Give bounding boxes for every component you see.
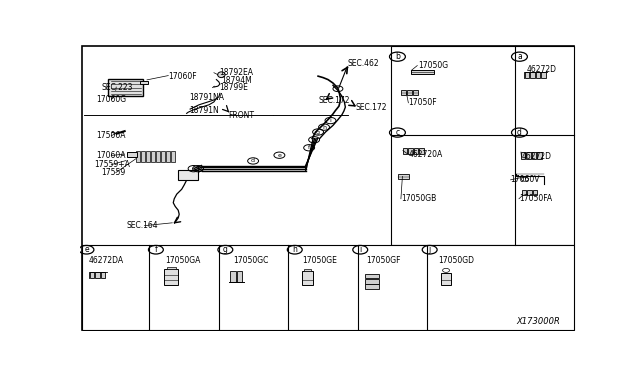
Bar [178, 170, 198, 180]
Text: f: f [154, 245, 157, 254]
Bar [538, 153, 542, 158]
Bar [412, 70, 434, 74]
Text: c: c [396, 128, 399, 137]
Text: 17050GA: 17050GA [165, 256, 201, 265]
Bar [536, 72, 540, 78]
Bar [522, 190, 527, 195]
Text: X173000R: X173000R [516, 317, 560, 326]
Text: 17050G: 17050G [419, 61, 449, 70]
Bar [83, 245, 573, 330]
Bar [90, 272, 94, 278]
Bar [399, 174, 410, 179]
Text: 17060F: 17060F [168, 72, 197, 81]
Text: 17060G: 17060G [97, 95, 127, 104]
Text: 17506A: 17506A [97, 131, 126, 140]
Text: f: f [308, 145, 310, 150]
Text: 18791N: 18791N [189, 106, 219, 115]
Text: 17559+A: 17559+A [94, 160, 130, 169]
Text: 17060V: 17060V [511, 175, 540, 185]
FancyBboxPatch shape [108, 79, 143, 96]
Bar [403, 148, 408, 154]
Text: i: i [330, 118, 332, 123]
Text: 17050FA: 17050FA [519, 194, 552, 203]
Text: d: d [251, 158, 255, 163]
Text: 17050GC: 17050GC [233, 256, 268, 265]
Bar [408, 148, 413, 154]
Text: i: i [359, 245, 362, 254]
Bar [141, 151, 145, 162]
Text: 18791NA: 18791NA [189, 93, 224, 102]
Bar [527, 153, 531, 158]
Text: 17050F: 17050F [408, 98, 437, 107]
Text: SEC.172: SEC.172 [356, 103, 387, 112]
Bar [414, 148, 419, 154]
Ellipse shape [218, 72, 225, 78]
Text: 18792EA: 18792EA [219, 68, 253, 77]
Text: a: a [517, 52, 522, 61]
Bar [541, 72, 546, 78]
Bar [164, 269, 178, 285]
Text: j: j [429, 245, 431, 254]
Bar [525, 72, 529, 78]
Bar [521, 153, 525, 158]
Bar [408, 90, 412, 95]
Text: h: h [322, 125, 326, 129]
Bar [156, 151, 160, 162]
Text: h: h [292, 245, 297, 254]
Bar [365, 284, 379, 289]
Bar [167, 267, 176, 269]
Text: e: e [278, 153, 282, 158]
Text: SEC.462: SEC.462 [348, 59, 380, 68]
Text: e: e [84, 245, 89, 254]
Text: SEC.223: SEC.223 [101, 83, 133, 92]
Bar [101, 272, 106, 278]
Bar [166, 151, 170, 162]
Text: 17050GF: 17050GF [367, 256, 401, 265]
Text: 17060A: 17060A [97, 151, 126, 160]
Text: FRONT: FRONT [228, 111, 254, 120]
Bar [146, 151, 150, 162]
Bar [391, 46, 573, 245]
Bar [237, 271, 242, 282]
Text: g: g [223, 245, 228, 254]
Bar [302, 271, 313, 285]
Text: 17050GD: 17050GD [438, 256, 475, 265]
Text: SEC.172: SEC.172 [318, 96, 349, 105]
Bar [419, 148, 424, 154]
Text: SEC.164: SEC.164 [126, 221, 157, 230]
Text: 46272DA: 46272DA [88, 256, 124, 265]
Text: 17050GE: 17050GE [302, 256, 337, 265]
Bar [413, 90, 419, 95]
Bar [140, 81, 148, 84]
Bar [441, 273, 451, 285]
Text: b: b [395, 52, 400, 61]
Text: 18794M: 18794M [221, 76, 252, 85]
Text: 18799E: 18799E [219, 83, 248, 92]
Bar [136, 151, 140, 162]
Text: d: d [517, 128, 522, 137]
Bar [533, 190, 538, 195]
Text: 46272D: 46272D [522, 153, 552, 161]
Bar [161, 151, 165, 162]
Bar [365, 274, 379, 278]
Text: 462720A: 462720A [408, 150, 443, 159]
Bar [95, 272, 100, 278]
Bar [365, 279, 379, 283]
Text: 17559: 17559 [101, 168, 125, 177]
Bar [531, 72, 535, 78]
Bar [532, 153, 536, 158]
Bar [127, 152, 137, 157]
Bar [401, 90, 406, 95]
Text: 17050GB: 17050GB [401, 194, 436, 203]
Bar [527, 190, 532, 195]
Bar [171, 151, 175, 162]
Text: g: g [316, 129, 320, 135]
Bar [230, 271, 236, 282]
Text: 46272D: 46272D [527, 65, 556, 74]
Bar [151, 151, 155, 162]
Bar [304, 269, 311, 271]
